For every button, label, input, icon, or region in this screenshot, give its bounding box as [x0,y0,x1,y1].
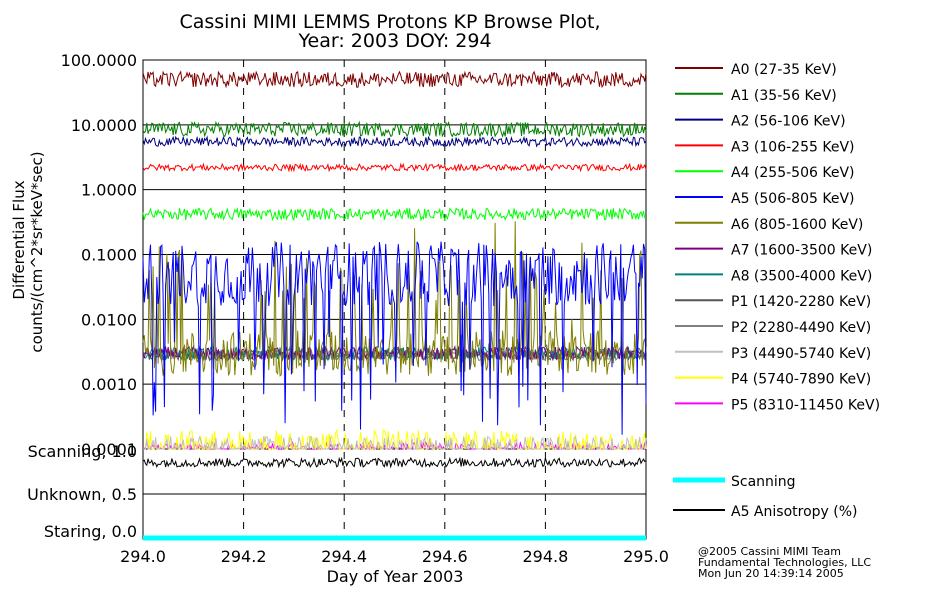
chart-subtitle: Year: 2003 DOY: 294 [297,30,491,52]
legend-label: A0 (27-35 KeV) [731,62,837,78]
y-tick-label: 10.0000 [71,116,137,135]
legend-label: P4 (5740-7890 KeV) [731,372,871,388]
y-tick-label: 0.0100 [81,310,137,329]
legend-label: A2 (56-106 KeV) [731,114,846,130]
legend-label: A4 (255-506 KeV) [731,165,854,181]
x-tick-label: 295.0 [623,547,669,566]
series-line [142,135,647,148]
y-axis-label-1: Differential Flux [10,180,28,299]
legend-label: P1 (1420-2280 KeV) [731,294,871,310]
x-tick-label: 294.0 [120,547,166,566]
y-tick-label: 0.1000 [81,246,137,265]
legend-label: A8 (3500-4000 KeV) [731,268,872,284]
scan-y-tick-label: Scanning, 1.0 [28,442,137,461]
footer-company: Fundamental Technologies, LLC [698,556,871,569]
legend-label: A1 (35-56 KeV) [731,88,837,104]
legend-label: A3 (106-255 KeV) [731,139,854,155]
series-line [142,221,647,377]
legend-label: A5 Anisotropy (%) [731,504,858,520]
x-tick-label: 294.4 [321,547,367,566]
y-tick-label: 100.0000 [61,51,137,70]
x-axis-label: Day of Year 2003 [327,567,464,586]
legend-label: Scanning [731,474,796,490]
series-line [142,70,647,89]
y-axis-label-2: counts/(cm^2*sr*keV*sec) [28,151,46,352]
series-line [142,207,647,222]
x-tick-label: 294.8 [522,547,568,566]
series-line [142,120,647,138]
legend-label: A6 (805-1600 KeV) [731,217,863,233]
y-tick-label: 0.0001 [81,440,137,459]
x-tick-label: 294.6 [422,547,468,566]
chart-title: Cassini MIMI LEMMS Protons KP Browse Plo… [179,11,600,33]
scan-y-tick-label: Unknown, 0.5 [27,485,137,504]
legend-label: P2 (2280-4490 KeV) [731,320,871,336]
x-tick-label: 294.2 [221,547,267,566]
scan-y-tick-label: Staring, 0.0 [44,522,137,541]
legend-label: P3 (4490-5740 KeV) [731,346,871,362]
series-line [143,435,647,451]
y-tick-label: 0.0010 [81,375,137,394]
legend-label: A5 (506-805 KeV) [731,191,854,207]
footer-copyright: @2005 Cassini MIMI Team [698,545,841,558]
footer-date: Mon Jun 20 14:39:14 2005 [698,567,844,580]
series-line [142,162,647,173]
anisotropy-line [142,456,647,469]
legend-label: P5 (8310-11450 KeV) [731,397,880,413]
y-tick-label: 1.0000 [81,181,137,200]
series-line [142,241,647,435]
legend-label: A7 (1600-3500 KeV) [731,243,872,259]
